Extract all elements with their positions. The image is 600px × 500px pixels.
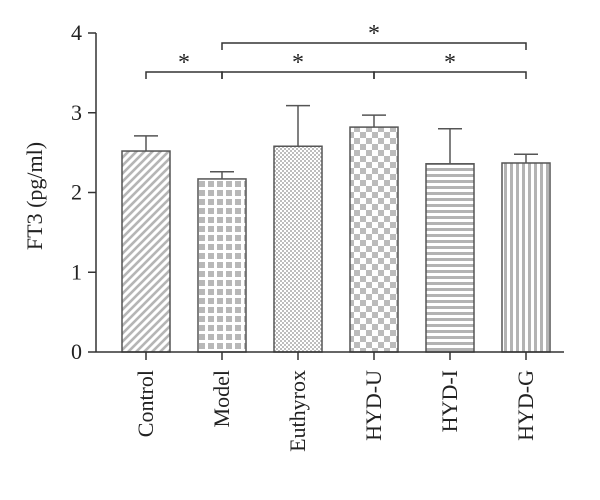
bar-hyd-g: [501, 162, 551, 353]
significance-star: *: [292, 50, 304, 76]
significance-star: *: [368, 21, 380, 47]
bar-control: [121, 150, 171, 353]
y-tick-label: 2: [71, 180, 82, 205]
x-tick-label: HYD-I: [437, 370, 462, 432]
x-tick-label: HYD-U: [361, 370, 386, 441]
error-bars: [134, 104, 538, 179]
y-axis: 0 1 2 3 4: [71, 20, 97, 364]
x-tick-label: Model: [209, 370, 234, 427]
y-tick-label: 0: [71, 339, 82, 364]
x-axis: Control Model Euthyrox HYD-U HYD-I HYD-G: [96, 351, 564, 452]
bars: [121, 126, 551, 353]
x-tick-label: HYD-G: [513, 370, 538, 441]
significance-star: *: [444, 50, 456, 76]
bar-euthyrox: [273, 145, 323, 353]
significance-annotations: * * * *: [145, 21, 527, 79]
y-tick-label: 1: [71, 259, 82, 284]
y-axis-title: FT3 (pg/ml): [22, 142, 47, 250]
significance-star: *: [178, 50, 190, 76]
y-tick-label: 4: [71, 20, 82, 45]
y-tick-label: 3: [71, 100, 82, 125]
x-tick-label: Euthyrox: [285, 370, 310, 452]
significance-bracket: [373, 71, 527, 79]
bar-model: [197, 178, 247, 353]
bar-hyd-u: [349, 126, 399, 353]
bar-hyd-i: [425, 163, 475, 353]
x-tick-label: Control: [133, 370, 158, 437]
significance-bracket: [221, 42, 527, 50]
